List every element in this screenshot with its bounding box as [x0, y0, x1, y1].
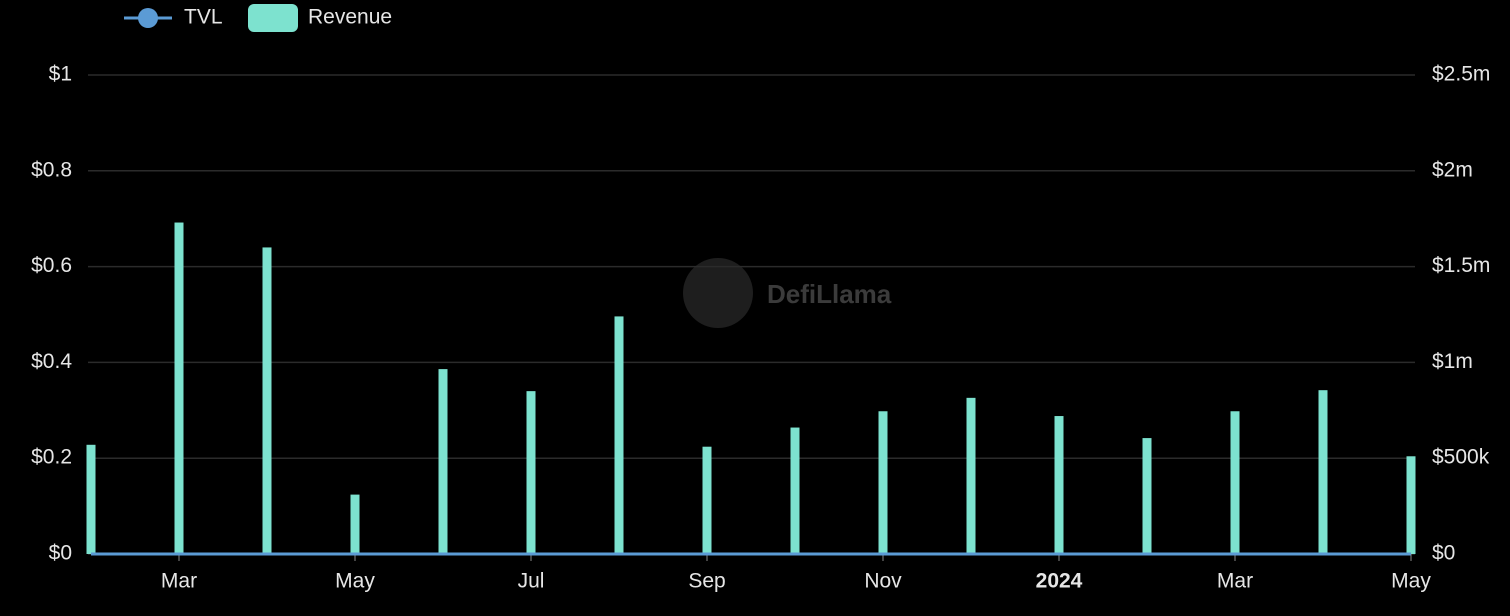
y-tick-label: $0.6	[31, 254, 72, 277]
x-tick-label: Sep	[688, 570, 725, 593]
bar	[614, 316, 624, 554]
x-tick-label: Nov	[864, 570, 902, 593]
bar	[1318, 390, 1328, 554]
x-tick-label: Mar	[1217, 570, 1253, 593]
bar	[350, 494, 360, 554]
bar	[1406, 456, 1416, 554]
legend-label: Revenue	[308, 6, 392, 29]
x-tick-label: Jul	[518, 570, 545, 593]
bar	[438, 369, 448, 554]
y-tick-label: $1	[49, 63, 72, 86]
bar	[1230, 411, 1240, 554]
y2-tick-label: $500k	[1432, 446, 1490, 469]
y-tick-label: $0.2	[31, 446, 72, 469]
watermark-text: DefiLlama	[767, 279, 892, 309]
bar	[1142, 438, 1152, 554]
legend-swatch	[138, 8, 158, 28]
bar	[878, 411, 888, 554]
x-tick-label: May	[1391, 570, 1431, 593]
x-tick-label: Mar	[161, 570, 197, 593]
x-tick-label: 2024	[1036, 570, 1083, 593]
y2-tick-label: $2.5m	[1432, 63, 1490, 86]
y2-tick-label: $1m	[1432, 350, 1473, 373]
bar	[790, 427, 800, 554]
y-tick-label: $0.8	[31, 158, 72, 181]
watermark-logo	[683, 258, 753, 328]
bar	[86, 444, 96, 554]
x-tick-label: May	[335, 570, 375, 593]
watermark: DefiLlama	[683, 258, 892, 328]
legend-swatch	[248, 4, 298, 32]
y-tick-label: $0.4	[31, 350, 72, 373]
bar	[174, 222, 184, 555]
y2-tick-label: $1.5m	[1432, 254, 1490, 277]
bar	[966, 397, 976, 554]
y-tick-label: $0	[49, 542, 72, 565]
y2-tick-label: $0	[1432, 542, 1455, 565]
bar	[262, 247, 272, 554]
bar	[1054, 416, 1064, 554]
y2-tick-label: $2m	[1432, 158, 1473, 181]
bar	[702, 446, 712, 554]
legend-label: TVL	[184, 6, 223, 29]
bar	[526, 391, 536, 554]
